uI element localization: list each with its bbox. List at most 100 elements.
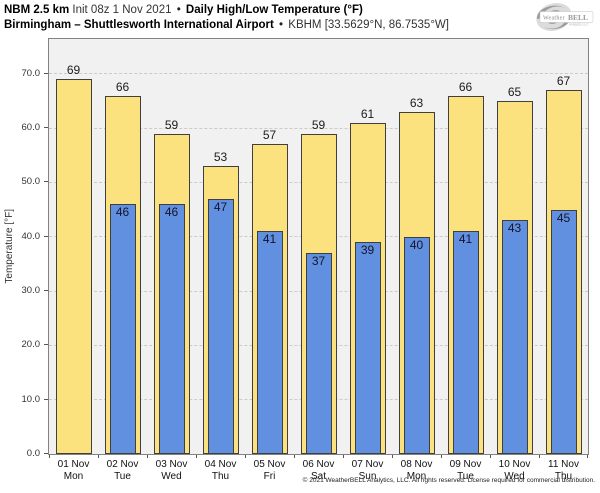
y-tick-label: 50.0: [21, 176, 41, 188]
y-tick-mark: [44, 290, 48, 292]
date-line: 08 Nov: [400, 459, 433, 470]
x-axis-date-label: 10 Nov Wed: [490, 459, 539, 482]
low-value-label: 40: [409, 237, 424, 252]
bar-group: 53 47: [196, 39, 245, 454]
separator-bullet: •: [279, 19, 284, 31]
y-tick-label: 10.0: [21, 393, 41, 405]
y-axis-title: Temperature [°F]: [3, 209, 15, 284]
y-tick-label: 60.0: [21, 122, 41, 134]
low-bar: 46: [158, 204, 185, 454]
low-bar: 41: [256, 231, 283, 454]
low-bar: 41: [452, 231, 479, 454]
x-axis-date-label: 01 Nov Mon: [49, 459, 98, 482]
low-value-label: 41: [262, 232, 277, 247]
low-bar: 39: [354, 242, 381, 454]
date-line: 05 Nov: [253, 459, 286, 470]
x-tick-mark: [441, 455, 442, 458]
low-value-label: 47: [213, 199, 228, 214]
plot-inner: 69 66 46 59 46 53 47 57 41 59 37 61 39 63 40 66 41 65 43 67…: [49, 39, 588, 454]
y-tick-label: 0.0: [26, 448, 40, 459]
y-tick-mark: [44, 181, 48, 183]
header-line-1: NBM 2.5 km Init 08z 1 Nov 2021 • Daily H…: [4, 3, 449, 18]
x-tick-mark: [196, 455, 197, 458]
x-tick-mark: [98, 455, 99, 458]
x-tick-mark: [392, 455, 393, 458]
y-tick-label: 70.0: [21, 67, 41, 79]
x-axis-date-label: 07 Nov Sun: [343, 459, 392, 482]
weekday-line: Mon: [406, 470, 427, 482]
weekday-line: Sat: [310, 470, 326, 482]
x-tick-mark: [490, 455, 491, 458]
date-line: 07 Nov: [351, 459, 384, 470]
x-tick-mark: [294, 455, 295, 458]
low-bar: 45: [550, 209, 577, 454]
low-value-label: 45: [556, 210, 571, 225]
x-axis-date-label: 11 Nov Thu: [539, 459, 588, 482]
x-axis-date-label: 06 Nov Sat: [294, 459, 343, 482]
x-tick-mark: [245, 455, 246, 458]
bar-group: 59 37: [294, 39, 343, 454]
copyright-text: © 2021 WeatherBELL Analytics, LLC. All r…: [302, 477, 595, 484]
y-axis-title-wrap: Temperature [°F]: [2, 38, 16, 455]
bar-group: 57 41: [245, 39, 294, 454]
date-line: 06 Nov: [302, 459, 335, 470]
low-bar: 40: [403, 236, 430, 454]
logo-wordmark: Weather BELL Analytics LLC: [539, 11, 594, 27]
station-name: Birmingham – Shuttlesworth International…: [4, 19, 274, 31]
date-line: 09 Nov: [449, 459, 482, 470]
low-value-label: 39: [360, 243, 375, 258]
x-tick-mark: [539, 455, 540, 458]
x-tick-mark: [343, 455, 344, 458]
y-tick-mark: [44, 235, 48, 237]
bar-group: 59 46: [147, 39, 196, 454]
x-axis-date-label: 08 Nov Mon: [392, 459, 441, 482]
bar-group: 63 40: [392, 39, 441, 454]
y-tick-label: 20.0: [21, 339, 41, 351]
x-axis-date-label: 03 Nov Wed: [147, 459, 196, 482]
x-axis-date-label: 09 Nov Tue: [441, 459, 490, 482]
high-value-label: 69: [66, 63, 81, 78]
low-bar: 37: [305, 253, 332, 454]
model-name: NBM 2.5 km: [4, 4, 70, 16]
bar-group: 61 39: [343, 39, 392, 454]
weekday-line: Wed: [504, 470, 525, 482]
x-tick-mark: [147, 455, 148, 458]
y-tick-mark: [44, 344, 48, 346]
bar-group: 67 45: [539, 39, 588, 454]
y-tick-mark: [44, 453, 48, 454]
weekday-line: Thu: [554, 470, 573, 482]
high-bar: [55, 79, 92, 454]
gridline: [49, 73, 588, 75]
x-axis-date-label: 02 Nov Tue: [98, 459, 147, 482]
low-value-label: 41: [458, 232, 473, 247]
weatherbell-logo-icon: Weather BELL Analytics LLC: [536, 3, 594, 31]
chart-header: NBM 2.5 km Init 08z 1 Nov 2021 • Daily H…: [4, 3, 449, 33]
bar-group: 65 43: [490, 39, 539, 454]
y-tick-label: 30.0: [21, 285, 41, 297]
bar-group: 66 41: [441, 39, 490, 454]
y-tick-mark: [44, 127, 48, 129]
high-value-label: 61: [360, 106, 375, 121]
bar-group: 66 46: [98, 39, 147, 454]
date-line: 03 Nov: [155, 459, 188, 470]
y-tick-mark: [44, 398, 48, 400]
bar-group: 69: [49, 39, 98, 454]
weekday-line: Fri: [263, 470, 276, 482]
high-value-label: 66: [458, 79, 473, 94]
low-bar: 46: [109, 204, 136, 454]
page-title: Daily High/Low Temperature (°F): [185, 4, 363, 16]
x-tick-mark: [49, 455, 50, 458]
station-code-coordinates: KBHM [33.5629°N, 86.7535°W]: [288, 19, 449, 31]
weekday-line: Wed: [161, 470, 182, 482]
high-value-label: 65: [507, 84, 522, 99]
date-line: 11 Nov: [548, 459, 579, 470]
weekday-line: Thu: [211, 470, 230, 482]
x-axis-date-label: 04 Nov Thu: [196, 459, 245, 482]
date-line: 02 Nov: [106, 459, 139, 470]
low-value-label: 37: [311, 254, 326, 269]
date-line: 10 Nov: [498, 459, 531, 470]
high-value-label: 63: [409, 95, 424, 110]
x-axis-date-label: 05 Nov Fri: [245, 459, 294, 482]
high-value-label: 59: [164, 117, 179, 132]
low-bar: 43: [501, 220, 528, 454]
